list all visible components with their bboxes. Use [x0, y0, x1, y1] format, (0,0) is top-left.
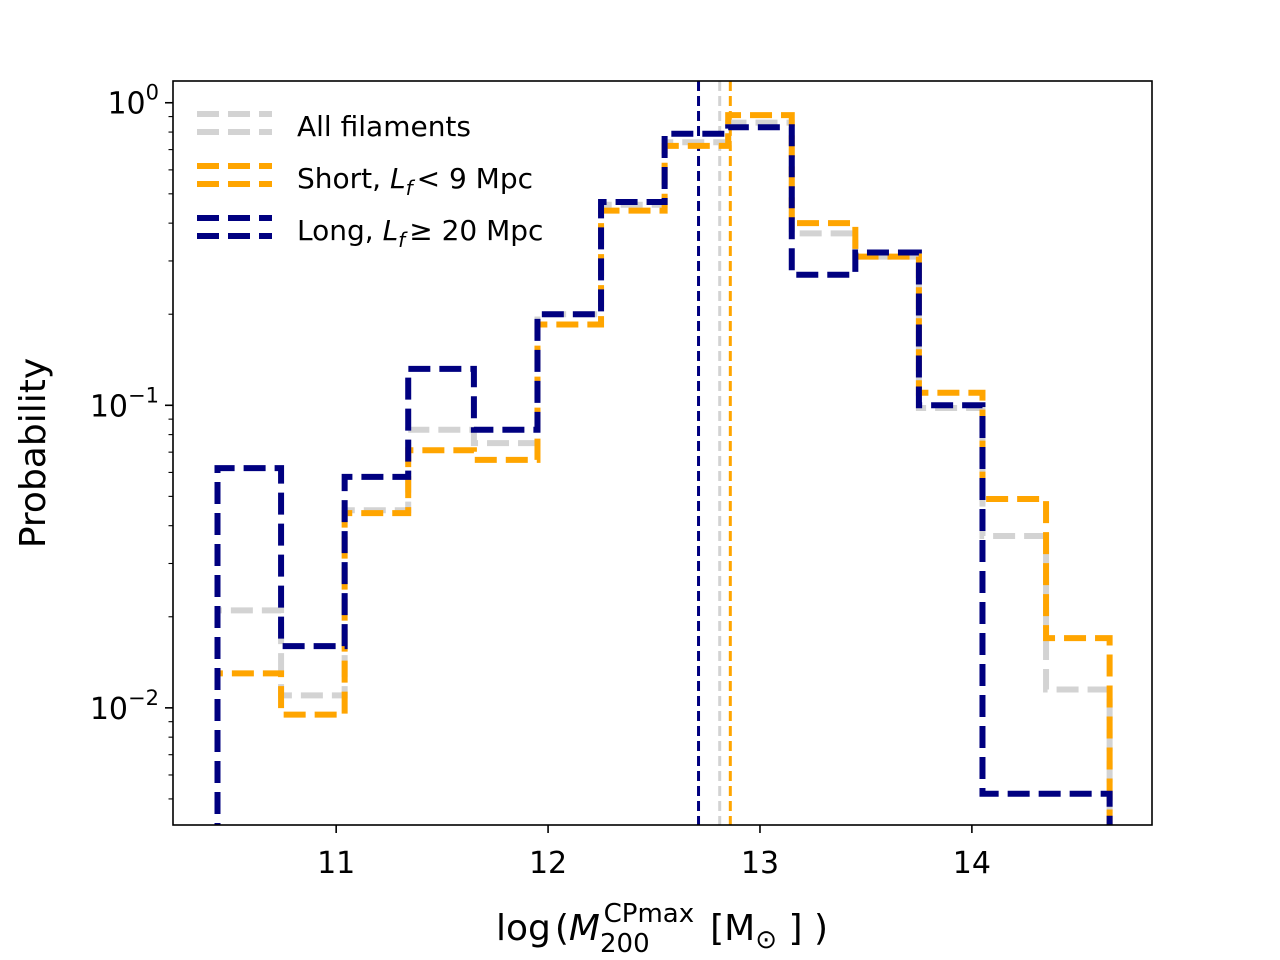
- x-tick-label: 11: [317, 846, 355, 881]
- legend-label: All filaments: [297, 110, 471, 143]
- median-lines: [697, 81, 732, 825]
- y-axis: 100 10−1 10−2: [90, 81, 173, 800]
- x-axis: 11 12 13 14: [317, 825, 991, 881]
- y-axis-label: Probability: [13, 358, 54, 548]
- x-tick-label: 14: [953, 846, 991, 881]
- legend-label: Short, Lf < 9 Mpc: [297, 162, 533, 200]
- histogram-series: [214, 124, 1113, 825]
- y-tick-label: 100: [107, 81, 159, 122]
- legend: All filaments Short, Lf < 9 Mpc Long, Lf ≥ 2…: [197, 110, 543, 252]
- x-tick-label: 13: [741, 846, 779, 881]
- histogram-steps: [214, 112, 1113, 825]
- plot-frame: [172, 80, 1153, 826]
- x-tick-label: 12: [529, 846, 567, 881]
- y-tick-label: 10−1: [90, 383, 159, 424]
- y-tick-label: 10−2: [90, 686, 159, 727]
- x-axis-label: log (M200CPmax [M⊙ ] ): [496, 899, 828, 959]
- legend-label: Long, Lf ≥ 20 Mpc: [297, 214, 543, 252]
